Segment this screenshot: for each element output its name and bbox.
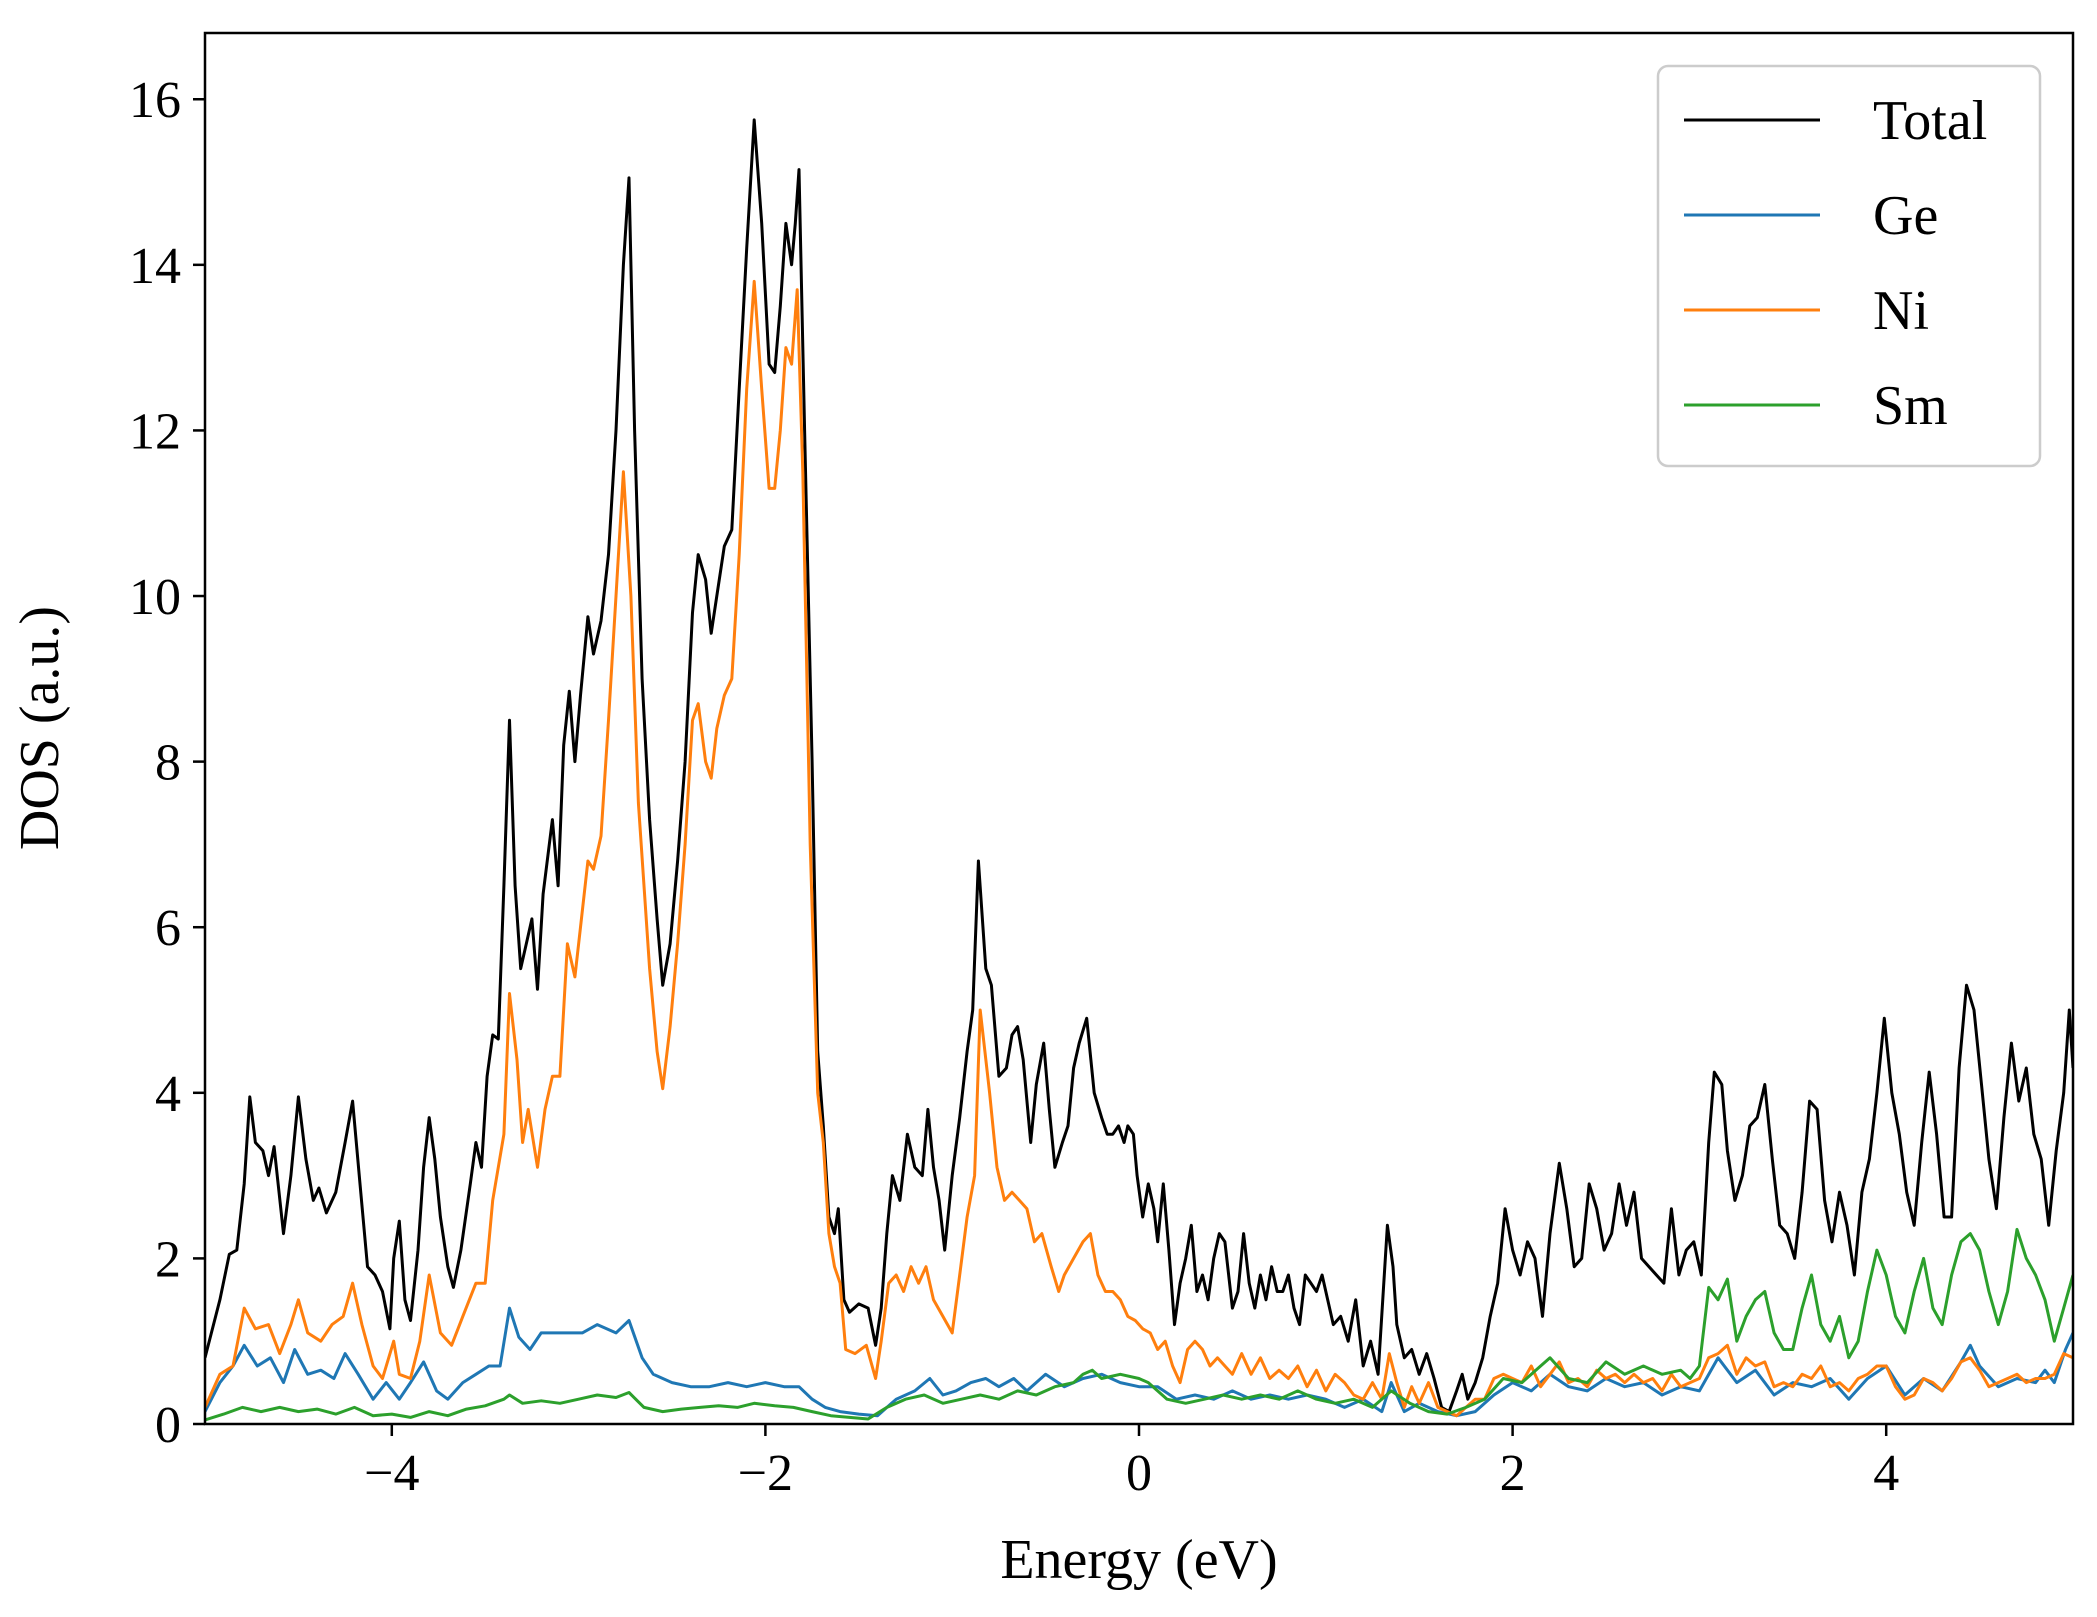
x-tick-label: 0 <box>1126 1445 1152 1502</box>
x-tick-label: 2 <box>1500 1445 1526 1502</box>
legend-label-total: Total <box>1873 90 1987 152</box>
y-axis-title: DOS (a.u.) <box>9 606 71 850</box>
y-axis: 0 2 4 6 8 10 12 14 16 <box>129 72 205 1454</box>
legend-box <box>1656 64 2042 468</box>
series-line-total <box>205 118 2073 1414</box>
y-tick-label: 14 <box>129 238 181 295</box>
y-tick-label: 12 <box>129 403 181 460</box>
series-line-sm <box>205 1227 2073 1422</box>
y-tick-label: 6 <box>155 900 181 957</box>
x-axis-title: Energy (eV) <box>1000 1529 1277 1591</box>
legend-label-ni: Ni <box>1873 280 1929 342</box>
y-tick-label: 0 <box>155 1397 181 1454</box>
y-tick-label: 4 <box>155 1066 181 1123</box>
legend-label-sm: Sm <box>1873 375 1948 437</box>
y-tick-label: 16 <box>129 72 181 129</box>
x-tick-label: −2 <box>738 1445 793 1502</box>
y-tick-label: 8 <box>155 735 181 792</box>
series-line-ge <box>205 1306 2073 1418</box>
legend-label-ge: Ge <box>1873 185 1938 247</box>
y-tick-label: 2 <box>155 1231 181 1288</box>
x-tick-label: −4 <box>364 1445 419 1502</box>
series-layer <box>205 118 2073 1422</box>
legend: Total Ge Ni Sm <box>1656 64 2042 468</box>
x-tick-label: 4 <box>1873 1445 1899 1502</box>
y-tick-label: 10 <box>129 569 181 626</box>
series-line-ni <box>205 279 2073 1418</box>
x-axis: −4 −2 0 2 4 <box>364 1424 1899 1502</box>
